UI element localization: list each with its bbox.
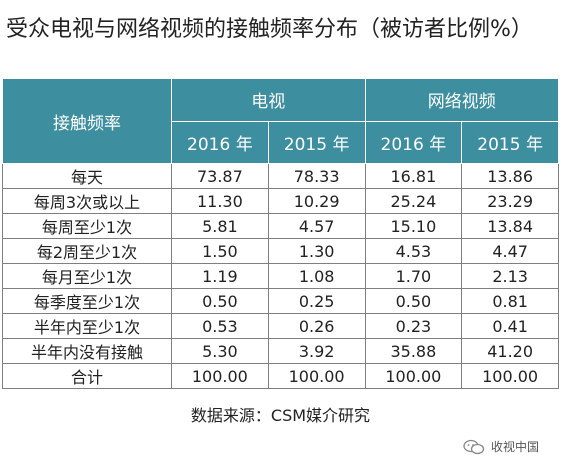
table-cell: 1.19: [171, 263, 269, 289]
table-cell: 41.20: [461, 338, 559, 364]
watermark: 收视中国: [463, 438, 539, 455]
wechat-icon: [463, 439, 485, 454]
table-cell: 100.00: [461, 363, 559, 389]
row-label: 合计: [2, 363, 172, 389]
table-cell: 1.50: [171, 238, 269, 264]
table-cell: 2.13: [461, 263, 559, 289]
table-cell: 13.84: [461, 213, 559, 239]
table-row: 每2周至少1次 1.50 1.30 4.53 4.47: [2, 238, 559, 264]
row-label: 每季度至少1次: [2, 288, 172, 314]
year-header-video-2015: 2015 年: [461, 120, 559, 164]
table-cell: 0.26: [267, 313, 366, 339]
table-body: 每天 73.87 78.33 16.81 13.86 每周3次或以上 11.30 10.29 2…: [2, 163, 559, 389]
watermark-text: 收视中国: [490, 440, 539, 454]
table-cell: 0.81: [461, 288, 559, 314]
source-note: 数据来源：CSM媒介研究: [190, 406, 371, 425]
table-row: 每天 73.87 78.33 16.81 13.86: [2, 163, 559, 189]
table-cell: 5.30: [171, 338, 269, 364]
group-header-tv: 电视: [171, 78, 366, 122]
chart-title: 受众电视与网络视频的接触频率分布（被访者比例%）: [6, 17, 533, 42]
table-cell: 35.88: [364, 338, 463, 364]
row-header-label: 接触频率: [2, 78, 172, 164]
row-label: 半年内至少1次: [2, 313, 172, 339]
table-cell: 0.41: [461, 313, 559, 339]
data-table: 接触频率 电视 网络视频 2016 年 2015 年 2016 年 2015 年…: [2, 78, 559, 389]
row-label: 每月至少1次: [2, 263, 172, 289]
year-header-video-2016: 2016 年: [364, 120, 463, 164]
table-cell: 100.00: [267, 363, 366, 389]
table-cell: 25.24: [364, 188, 463, 214]
table-cell: 78.33: [267, 163, 366, 189]
table-cell: 16.81: [364, 163, 463, 189]
data-table-container: 接触频率 电视 网络视频 2016 年 2015 年 2016 年 2015 年…: [2, 78, 559, 389]
table-row: 半年内没有接触 5.30 3.92 35.88 41.20: [2, 338, 559, 364]
table-cell: 0.23: [364, 313, 463, 339]
table-cell: 100.00: [171, 363, 269, 389]
table-cell: 15.10: [364, 213, 463, 239]
table-cell: 0.25: [267, 288, 366, 314]
table-cell: 3.92: [267, 338, 366, 364]
table-cell: 10.29: [267, 188, 366, 214]
table-cell: 100.00: [364, 363, 463, 389]
table-cell: 5.81: [171, 213, 269, 239]
table-cell: 1.08: [267, 263, 366, 289]
row-label: 每周3次或以上: [2, 188, 172, 214]
table-cell: 4.53: [364, 238, 463, 264]
group-header-online-video: 网络视频: [364, 78, 559, 122]
year-header-tv-2016: 2016 年: [171, 120, 269, 164]
row-label: 每周至少1次: [2, 213, 172, 239]
year-header-tv-2015: 2015 年: [267, 120, 366, 164]
table-row: 每周3次或以上 11.30 10.29 25.24 23.29: [2, 188, 559, 214]
table-cell: 4.57: [267, 213, 366, 239]
table-cell: 0.53: [171, 313, 269, 339]
table-row: 每月至少1次 1.19 1.08 1.70 2.13: [2, 263, 559, 289]
table-cell: 0.50: [364, 288, 463, 314]
row-label: 半年内没有接触: [2, 338, 172, 364]
table-cell: 4.47: [461, 238, 559, 264]
table-row: 合计 100.00 100.00 100.00 100.00: [2, 363, 559, 389]
table-cell: 1.30: [267, 238, 366, 264]
table-row: 每季度至少1次 0.50 0.25 0.50 0.81: [2, 288, 559, 314]
table-cell: 73.87: [171, 163, 269, 189]
table-cell: 0.50: [171, 288, 269, 314]
table-cell: 23.29: [461, 188, 559, 214]
table-row: 半年内至少1次 0.53 0.26 0.23 0.41: [2, 313, 559, 339]
table-cell: 11.30: [171, 188, 269, 214]
table-row: 每周至少1次 5.81 4.57 15.10 13.84: [2, 213, 559, 239]
table-cell: 1.70: [364, 263, 463, 289]
row-label: 每天: [2, 163, 172, 189]
row-label: 每2周至少1次: [2, 238, 172, 264]
table-cell: 13.86: [461, 163, 559, 189]
